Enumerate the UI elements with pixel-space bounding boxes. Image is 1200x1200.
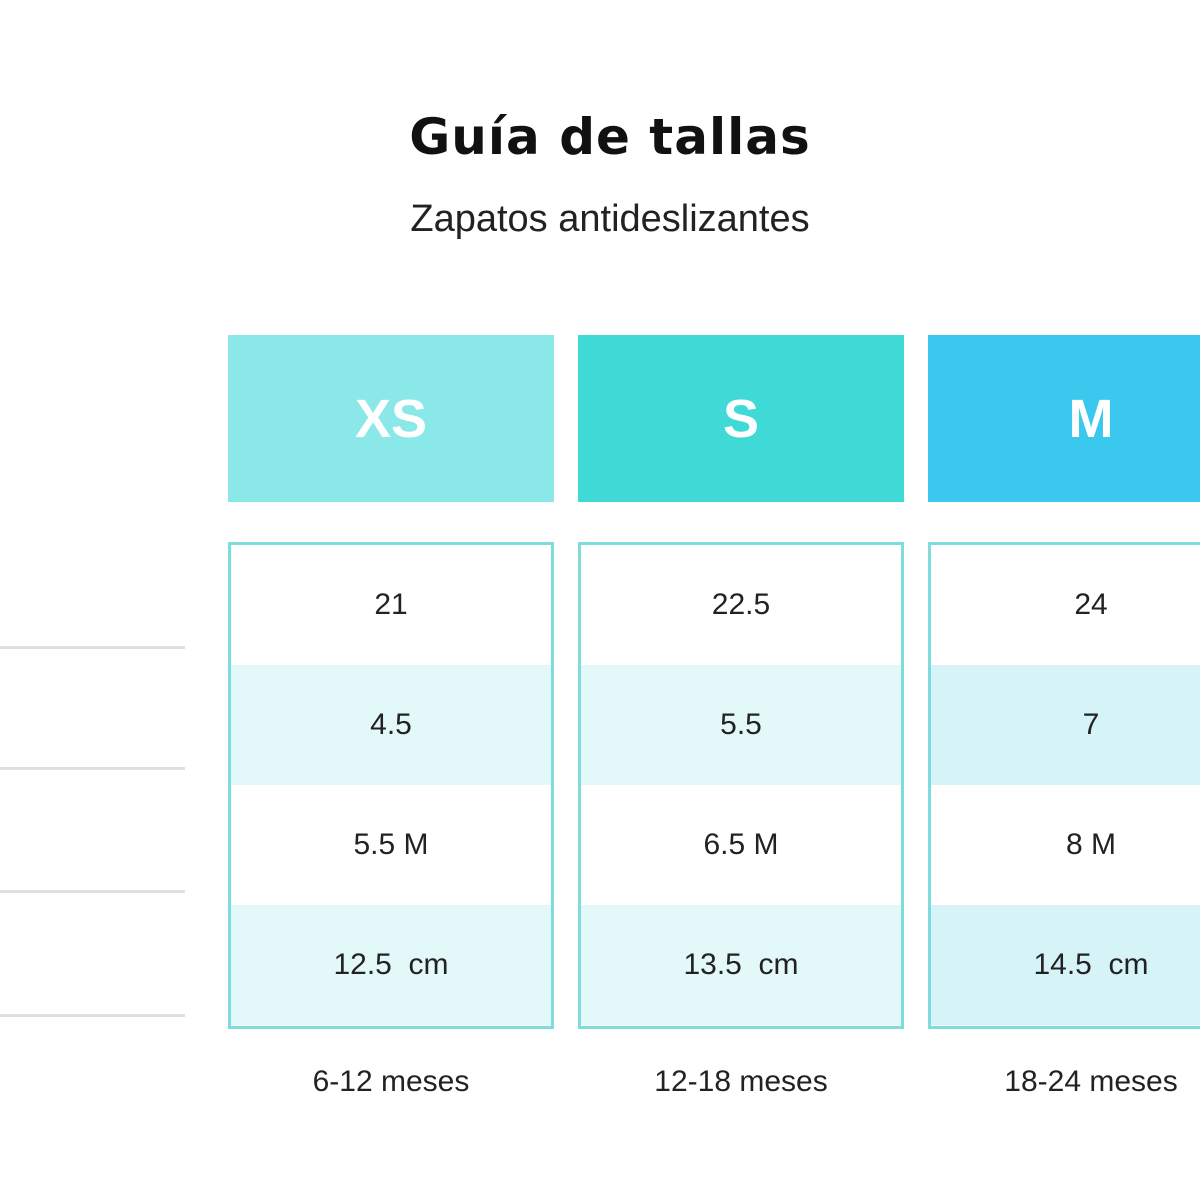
row-divider [0, 767, 185, 770]
size-value-cell: 5.5 M [231, 785, 551, 905]
size-value-cell: 5.5 [581, 665, 901, 785]
age-range: 12-18 meses [654, 1065, 828, 1098]
row-divider [0, 1014, 185, 1017]
size-value-cell: 21 [231, 545, 551, 665]
size-header: XS [228, 335, 554, 502]
size-value-cell: 14.5 cm [931, 905, 1200, 1025]
page-title: Guía de tallas [409, 108, 811, 166]
size-value-cell: 7 [931, 665, 1200, 785]
page-subtitle: Zapatos antideslizantes [410, 198, 810, 240]
size-value-cell: 22.5 [581, 545, 901, 665]
row-divider [0, 890, 185, 893]
size-column-xs: XS 21 4.5 5.5 M 12.5 cm 6-12 meses [228, 335, 554, 1098]
size-values-box: 21 4.5 5.5 M 12.5 cm [228, 542, 554, 1029]
size-values-box: 24 7 8 M 14.5 cm [928, 542, 1200, 1029]
size-header: M [928, 335, 1200, 502]
size-value-cell: 13.5 cm [581, 905, 901, 1025]
size-value-cell: 24 [931, 545, 1200, 665]
size-value-cell: 8 M [931, 785, 1200, 905]
size-values-box: 22.5 5.5 6.5 M 13.5 cm [578, 542, 904, 1029]
size-value-cell: 6.5 M [581, 785, 901, 905]
size-value-cell: 12.5 cm [231, 905, 551, 1025]
size-header: S [578, 335, 904, 502]
size-value-cell: 4.5 [231, 665, 551, 785]
age-range: 6-12 meses [312, 1065, 470, 1098]
row-divider [0, 646, 185, 649]
size-column-m: M 24 7 8 M 14.5 cm 18-24 meses [928, 335, 1200, 1098]
size-column-s: S 22.5 5.5 6.5 M 13.5 cm 12-18 meses [578, 335, 904, 1098]
age-range: 18-24 meses [1004, 1065, 1178, 1098]
